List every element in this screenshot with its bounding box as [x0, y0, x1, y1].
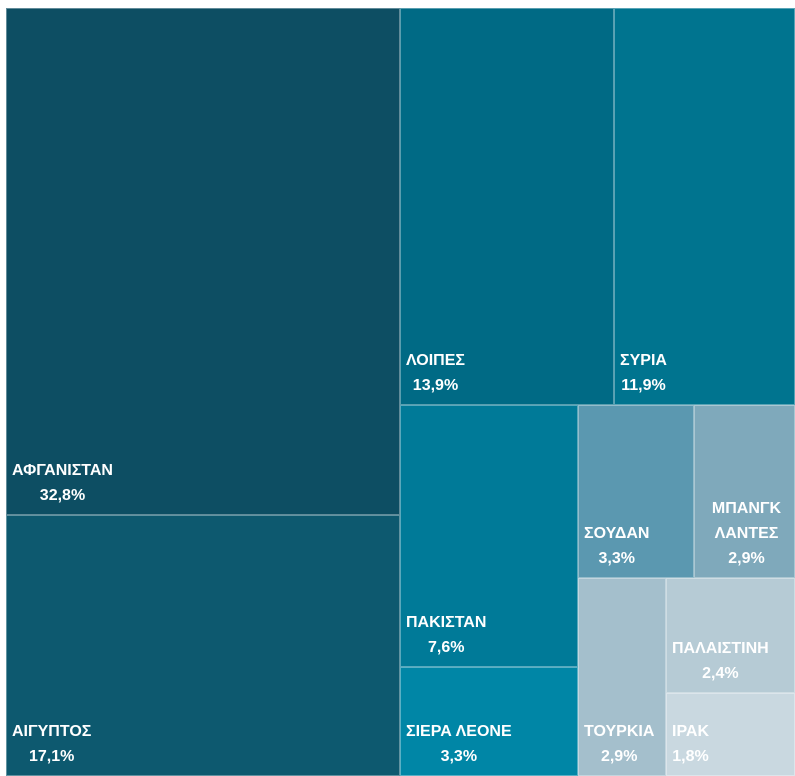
category-label: ΣΟΥΔΑΝ: [584, 525, 650, 542]
treemap-cell: ΙΡΑΚ 1,8%: [666, 693, 795, 776]
cell-label: ΛΟΙΠΕΣ 13,9%: [406, 348, 465, 398]
cell-label: ΙΡΑΚ 1,8%: [672, 719, 709, 769]
category-label: ΣΙΕΡΑ ΛΕΟΝΕ: [406, 723, 512, 740]
value-label: 2,9%: [728, 550, 765, 567]
category-label: ΛΟΙΠΕΣ: [406, 352, 465, 369]
category-label: ΜΠΑΝΓΚ ΛΑΝΤΕΣ: [711, 500, 782, 542]
treemap-cell: ΑΙΓΥΠΤΟΣ 17,1%: [6, 515, 400, 776]
category-label: ΑΦΓΑΝΙΣΤΑΝ: [12, 462, 113, 479]
value-label: 2,9%: [600, 748, 638, 765]
treemap-cell: ΜΠΑΝΓΚ ΛΑΝΤΕΣ 2,9%: [694, 405, 795, 578]
cell-label: ΑΙΓΥΠΤΟΣ 17,1%: [12, 719, 91, 769]
treemap-cell: ΠΑΚΙΣΤΑΝ 7,6%: [400, 405, 578, 667]
cell-label: ΣΟΥΔΑΝ 3,3%: [584, 521, 649, 571]
value-label: 13,9%: [412, 377, 459, 394]
value-label: 1,8%: [672, 748, 709, 765]
cell-label: ΠΑΚΙΣΤΑΝ 7,6%: [406, 610, 486, 660]
value-label: 32,8%: [39, 487, 86, 504]
cell-label: ΠΑΛΑΙΣΤΙΝΗ 2,4%: [672, 636, 769, 686]
category-label: ΙΡΑΚ: [672, 723, 710, 740]
cell-label: ΣΙΕΡΑ ΛΕΟΝΕ 3,3%: [406, 719, 512, 769]
cell-label: ΑΦΓΑΝΙΣΤΑΝ 32,8%: [12, 458, 113, 508]
category-label: ΠΑΚΙΣΤΑΝ: [406, 614, 487, 631]
value-label: 7,6%: [427, 639, 465, 656]
treemap-cell: ΤΟΥΡΚΙΑ 2,9%: [578, 578, 666, 776]
treemap-cell: ΣΥΡΙΑ 11,9%: [614, 8, 795, 405]
treemap-cell: ΠΑΛΑΙΣΤΙΝΗ 2,4%: [666, 578, 795, 693]
cell-label: ΜΠΑΝΓΚ ΛΑΝΤΕΣ 2,9%: [700, 496, 793, 571]
treemap-cell: ΛΟΙΠΕΣ 13,9%: [400, 8, 614, 405]
category-label: ΠΑΛΑΙΣΤΙΝΗ: [672, 640, 769, 657]
value-label: 2,4%: [702, 665, 739, 682]
value-label: 11,9%: [621, 377, 666, 394]
treemap-cell: ΑΦΓΑΝΙΣΤΑΝ 32,8%: [6, 8, 400, 515]
category-label: ΣΥΡΙΑ: [620, 352, 667, 369]
value-label: 3,3%: [598, 550, 635, 567]
cell-label: ΤΟΥΡΚΙΑ 2,9%: [584, 719, 654, 769]
treemap-cell: ΣΟΥΔΑΝ 3,3%: [578, 405, 694, 578]
treemap-cell: ΣΙΕΡΑ ΛΕΟΝΕ 3,3%: [400, 667, 578, 776]
cell-label: ΣΥΡΙΑ 11,9%: [620, 348, 667, 398]
category-label: ΑΙΓΥΠΤΟΣ: [12, 723, 92, 740]
category-label: ΤΟΥΡΚΙΑ: [584, 723, 655, 740]
value-label: 17,1%: [29, 748, 75, 765]
value-label: 3,3%: [440, 748, 478, 765]
